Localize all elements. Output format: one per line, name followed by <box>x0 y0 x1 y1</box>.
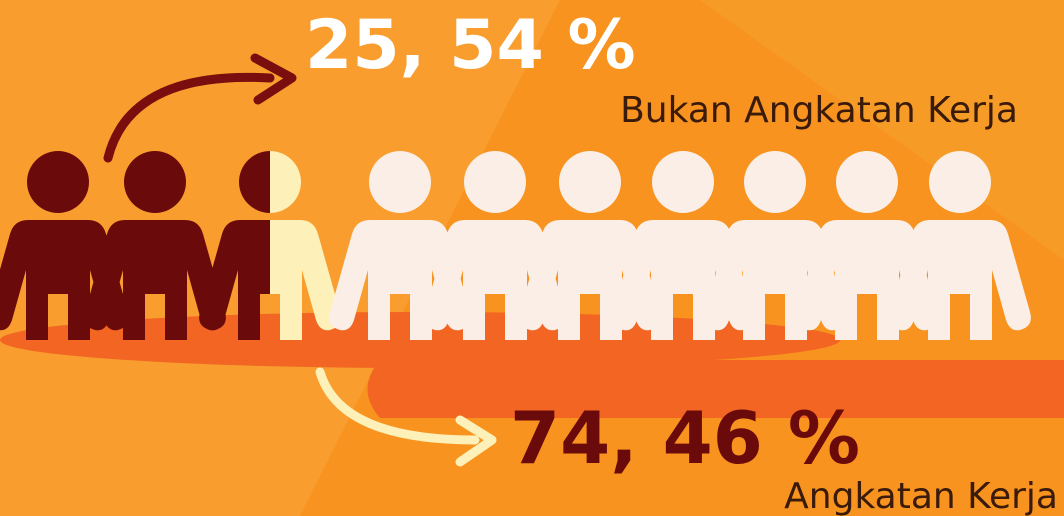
share-label: Bukan Angkatan Kerja <box>620 90 1018 131</box>
arrow-down <box>315 367 497 467</box>
share-value: 74, 46 % <box>510 396 860 480</box>
arrow-up <box>103 53 297 163</box>
share-label: Angkatan Kerja <box>784 476 1058 516</box>
share-value: 25, 54 % <box>305 6 636 85</box>
floor-band <box>367 360 1064 418</box>
